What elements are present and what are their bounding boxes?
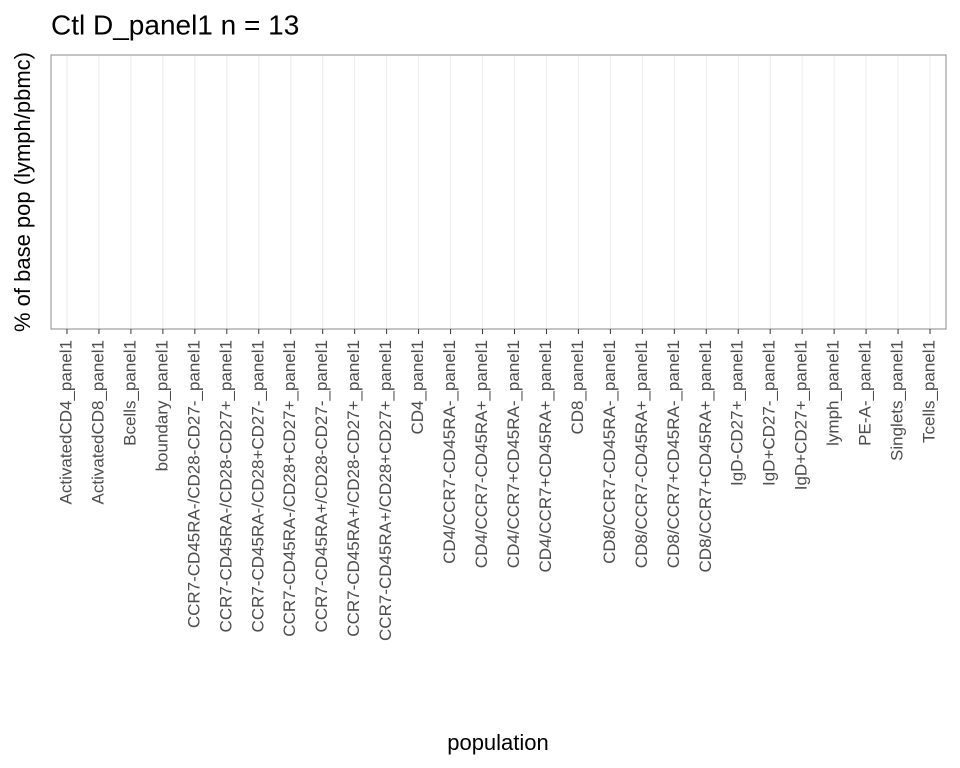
x-tick-label: CCR7-CD45RA+/CD28-CD27-_panel1 [312, 340, 331, 632]
x-tick-label: CD8/CCR7+CD45RA+_panel1 [696, 340, 715, 572]
x-tick-label: CD8/CCR7+CD45RA-_panel1 [664, 340, 683, 568]
x-tick-label: CCR7-CD45RA+/CD28+CD27+_panel1 [376, 340, 395, 641]
x-tick-label: CD4/CCR7+CD45RA-_panel1 [504, 340, 523, 568]
x-tick-label: CD4/CCR7-CD45RA+_panel1 [472, 340, 491, 568]
x-tick-label: CCR7-CD45RA-/CD28+CD27-_panel1 [248, 340, 267, 632]
x-tick-label: CD4_panel1 [408, 340, 427, 435]
x-tick-label: CD8/CCR7-CD45RA+_panel1 [632, 340, 651, 568]
panel-border [50, 54, 947, 330]
x-axis-title: population [447, 730, 549, 755]
x-tick-label: CCR7-CD45RA-/CD28-CD27+_panel1 [216, 340, 235, 632]
x-tick-label: IgD+CD27+_panel1 [792, 340, 811, 490]
x-tick-label: ActivatedCD4_panel1 [56, 340, 75, 504]
x-tick-label: CCR7-CD45RA-/CD28-CD27-_panel1 [184, 340, 203, 628]
x-tick-label: CCR7-CD45RA-/CD28+CD27+_panel1 [280, 340, 299, 637]
x-tick-label: CD4/CCR7+CD45RA+_panel1 [536, 340, 555, 572]
x-tick-label: CCR7-CD45RA+/CD28-CD27+_panel1 [344, 340, 363, 637]
x-tick-label: Bcells_panel1 [120, 340, 139, 446]
x-tick-label: CD8_panel1 [568, 340, 587, 435]
x-tick-label: CD4/CCR7-CD45RA-_panel1 [440, 340, 459, 564]
x-tick-label: CD8/CCR7-CD45RA-_panel1 [600, 340, 619, 564]
x-tick-label: PE-A-_panel1 [856, 340, 875, 446]
x-tick-label: Singlets_panel1 [888, 340, 907, 461]
grid [66, 55, 931, 329]
x-tick-label: IgD+CD27-_panel1 [760, 340, 779, 486]
chart-title: Ctl D_panel1 n = 13 [51, 9, 299, 40]
y-axis-title: % of base pop (lymph/pbmc) [10, 52, 35, 332]
x-axis: ActivatedCD4_panel1 ActivatedCD8_panel1 Bc… [56, 329, 939, 641]
x-tick-label: ActivatedCD8_panel1 [88, 340, 107, 504]
x-tick-label: Tcells_panel1 [920, 340, 939, 443]
x-tick-label: boundary_panel1 [152, 340, 171, 471]
x-tick-label: lymph_panel1 [824, 340, 843, 446]
x-tick-label: IgD-CD27+_panel1 [728, 340, 747, 486]
